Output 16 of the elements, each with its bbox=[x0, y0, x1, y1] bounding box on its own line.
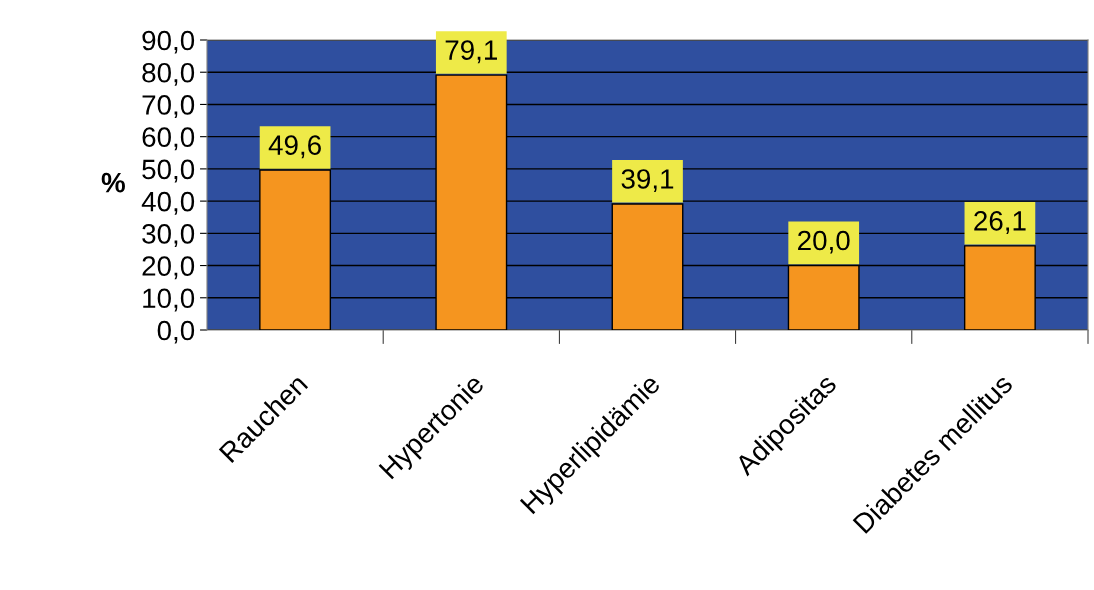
y-tick-label: 40,0 bbox=[141, 191, 195, 215]
y-tick-label: 90,0 bbox=[142, 30, 195, 54]
data-label: 26,1 bbox=[974, 211, 1026, 234]
y-tick-label: 10,0 bbox=[143, 288, 195, 312]
data-label: 49,6 bbox=[268, 135, 321, 159]
y-tick-label: 30,0 bbox=[142, 224, 195, 247]
y-axis-title: % bbox=[101, 172, 125, 193]
y-tick-label: 50,0 bbox=[142, 159, 195, 183]
y-tick-label: 0,0 bbox=[157, 320, 195, 344]
data-label: 79,1 bbox=[445, 40, 497, 64]
y-tick-label: 60,0 bbox=[142, 127, 195, 151]
data-label: 20,0 bbox=[798, 230, 850, 254]
y-tick-label: 70,0 bbox=[142, 95, 195, 119]
y-tick-label: 80,0 bbox=[142, 62, 195, 86]
data-label: 39,1 bbox=[621, 169, 674, 193]
y-tick-label: 20,0 bbox=[142, 256, 195, 280]
